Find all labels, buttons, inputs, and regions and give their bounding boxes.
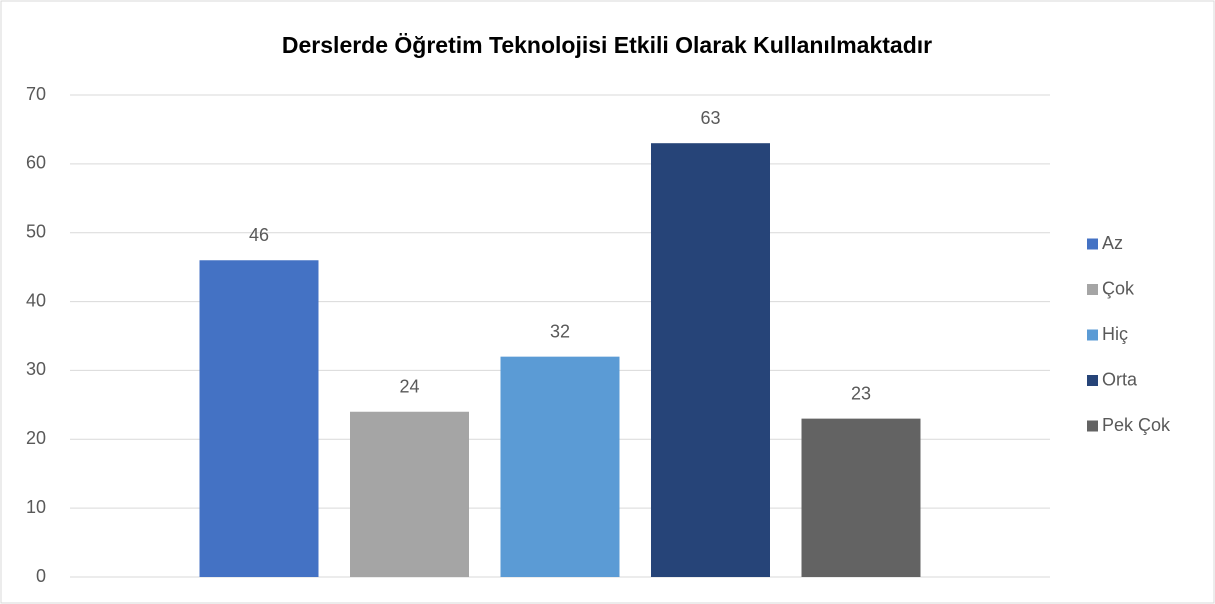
chart-title: Derslerde Öğretim Teknolojisi Etkili Ola… — [282, 32, 932, 58]
y-tick-label: 0 — [36, 566, 46, 586]
legend-swatch — [1087, 420, 1098, 432]
y-tick-label: 40 — [26, 290, 46, 310]
y-tick-label: 30 — [26, 359, 46, 379]
data-label: 46 — [249, 225, 269, 245]
data-label: 23 — [851, 383, 871, 403]
legend-swatch — [1087, 329, 1098, 341]
legend-label: Az — [1102, 233, 1123, 253]
bar — [651, 143, 770, 577]
legend-swatch — [1087, 284, 1098, 295]
legend-label: Orta — [1102, 369, 1138, 389]
legend-label: Hiç — [1102, 324, 1128, 344]
bar — [801, 418, 921, 577]
data-label: 24 — [399, 376, 419, 396]
legend-swatch — [1087, 238, 1098, 250]
bar — [500, 356, 620, 577]
y-tick-label: 10 — [26, 497, 46, 517]
legend-swatch — [1087, 375, 1098, 386]
y-tick-label: 20 — [26, 428, 46, 448]
y-tick-label: 70 — [26, 84, 46, 104]
y-tick-label: 60 — [26, 153, 46, 173]
data-label: 32 — [550, 321, 570, 341]
legend-label: Pek Çok — [1102, 415, 1171, 435]
legend-label: Çok — [1102, 278, 1135, 298]
y-tick-label: 50 — [26, 221, 46, 241]
data-label: 63 — [700, 108, 720, 128]
bar — [350, 411, 469, 577]
bar — [199, 260, 319, 577]
